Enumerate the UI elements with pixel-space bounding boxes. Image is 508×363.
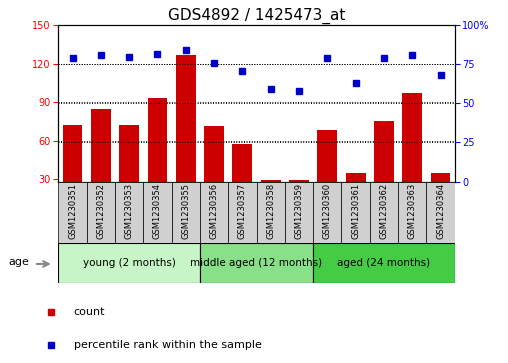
- Text: GSM1230351: GSM1230351: [68, 183, 77, 239]
- Bar: [345, 172, 365, 217]
- Text: GSM1230362: GSM1230362: [379, 183, 389, 239]
- Bar: [313, 243, 455, 283]
- Bar: [398, 182, 426, 243]
- Bar: [313, 182, 341, 243]
- Bar: [143, 182, 172, 243]
- Bar: [172, 182, 200, 243]
- Text: count: count: [74, 307, 105, 317]
- Bar: [233, 144, 252, 217]
- Text: GSM1230363: GSM1230363: [408, 183, 417, 239]
- Text: GSM1230353: GSM1230353: [124, 183, 134, 239]
- Bar: [119, 125, 139, 217]
- Bar: [62, 125, 82, 217]
- Text: GSM1230364: GSM1230364: [436, 183, 445, 239]
- Bar: [87, 182, 115, 243]
- Bar: [261, 180, 280, 217]
- Bar: [257, 182, 285, 243]
- Title: GDS4892 / 1425473_at: GDS4892 / 1425473_at: [168, 8, 345, 24]
- Bar: [200, 243, 313, 283]
- Text: middle aged (12 months): middle aged (12 months): [190, 258, 323, 268]
- Bar: [289, 180, 309, 217]
- Text: GSM1230354: GSM1230354: [153, 183, 162, 239]
- Bar: [285, 182, 313, 243]
- Bar: [431, 172, 451, 217]
- Bar: [176, 55, 196, 217]
- Text: age: age: [9, 257, 29, 268]
- Bar: [374, 121, 394, 217]
- Text: aged (24 months): aged (24 months): [337, 258, 430, 268]
- Bar: [318, 130, 337, 217]
- Text: young (2 months): young (2 months): [83, 258, 176, 268]
- Bar: [58, 243, 200, 283]
- Bar: [148, 98, 167, 217]
- Bar: [341, 182, 370, 243]
- Text: GSM1230358: GSM1230358: [266, 183, 275, 239]
- Bar: [200, 182, 228, 243]
- Text: GSM1230361: GSM1230361: [351, 183, 360, 239]
- Text: GSM1230357: GSM1230357: [238, 183, 247, 239]
- Text: GSM1230359: GSM1230359: [295, 183, 303, 239]
- Text: GSM1230355: GSM1230355: [181, 183, 190, 239]
- Bar: [115, 182, 143, 243]
- Text: GSM1230360: GSM1230360: [323, 183, 332, 239]
- Bar: [370, 182, 398, 243]
- Text: percentile rank within the sample: percentile rank within the sample: [74, 340, 262, 350]
- Bar: [228, 182, 257, 243]
- Text: GSM1230352: GSM1230352: [97, 183, 105, 239]
- Bar: [58, 182, 87, 243]
- Text: GSM1230356: GSM1230356: [210, 183, 218, 239]
- Bar: [91, 109, 111, 217]
- Bar: [426, 182, 455, 243]
- Bar: [402, 93, 422, 217]
- Bar: [204, 126, 224, 217]
